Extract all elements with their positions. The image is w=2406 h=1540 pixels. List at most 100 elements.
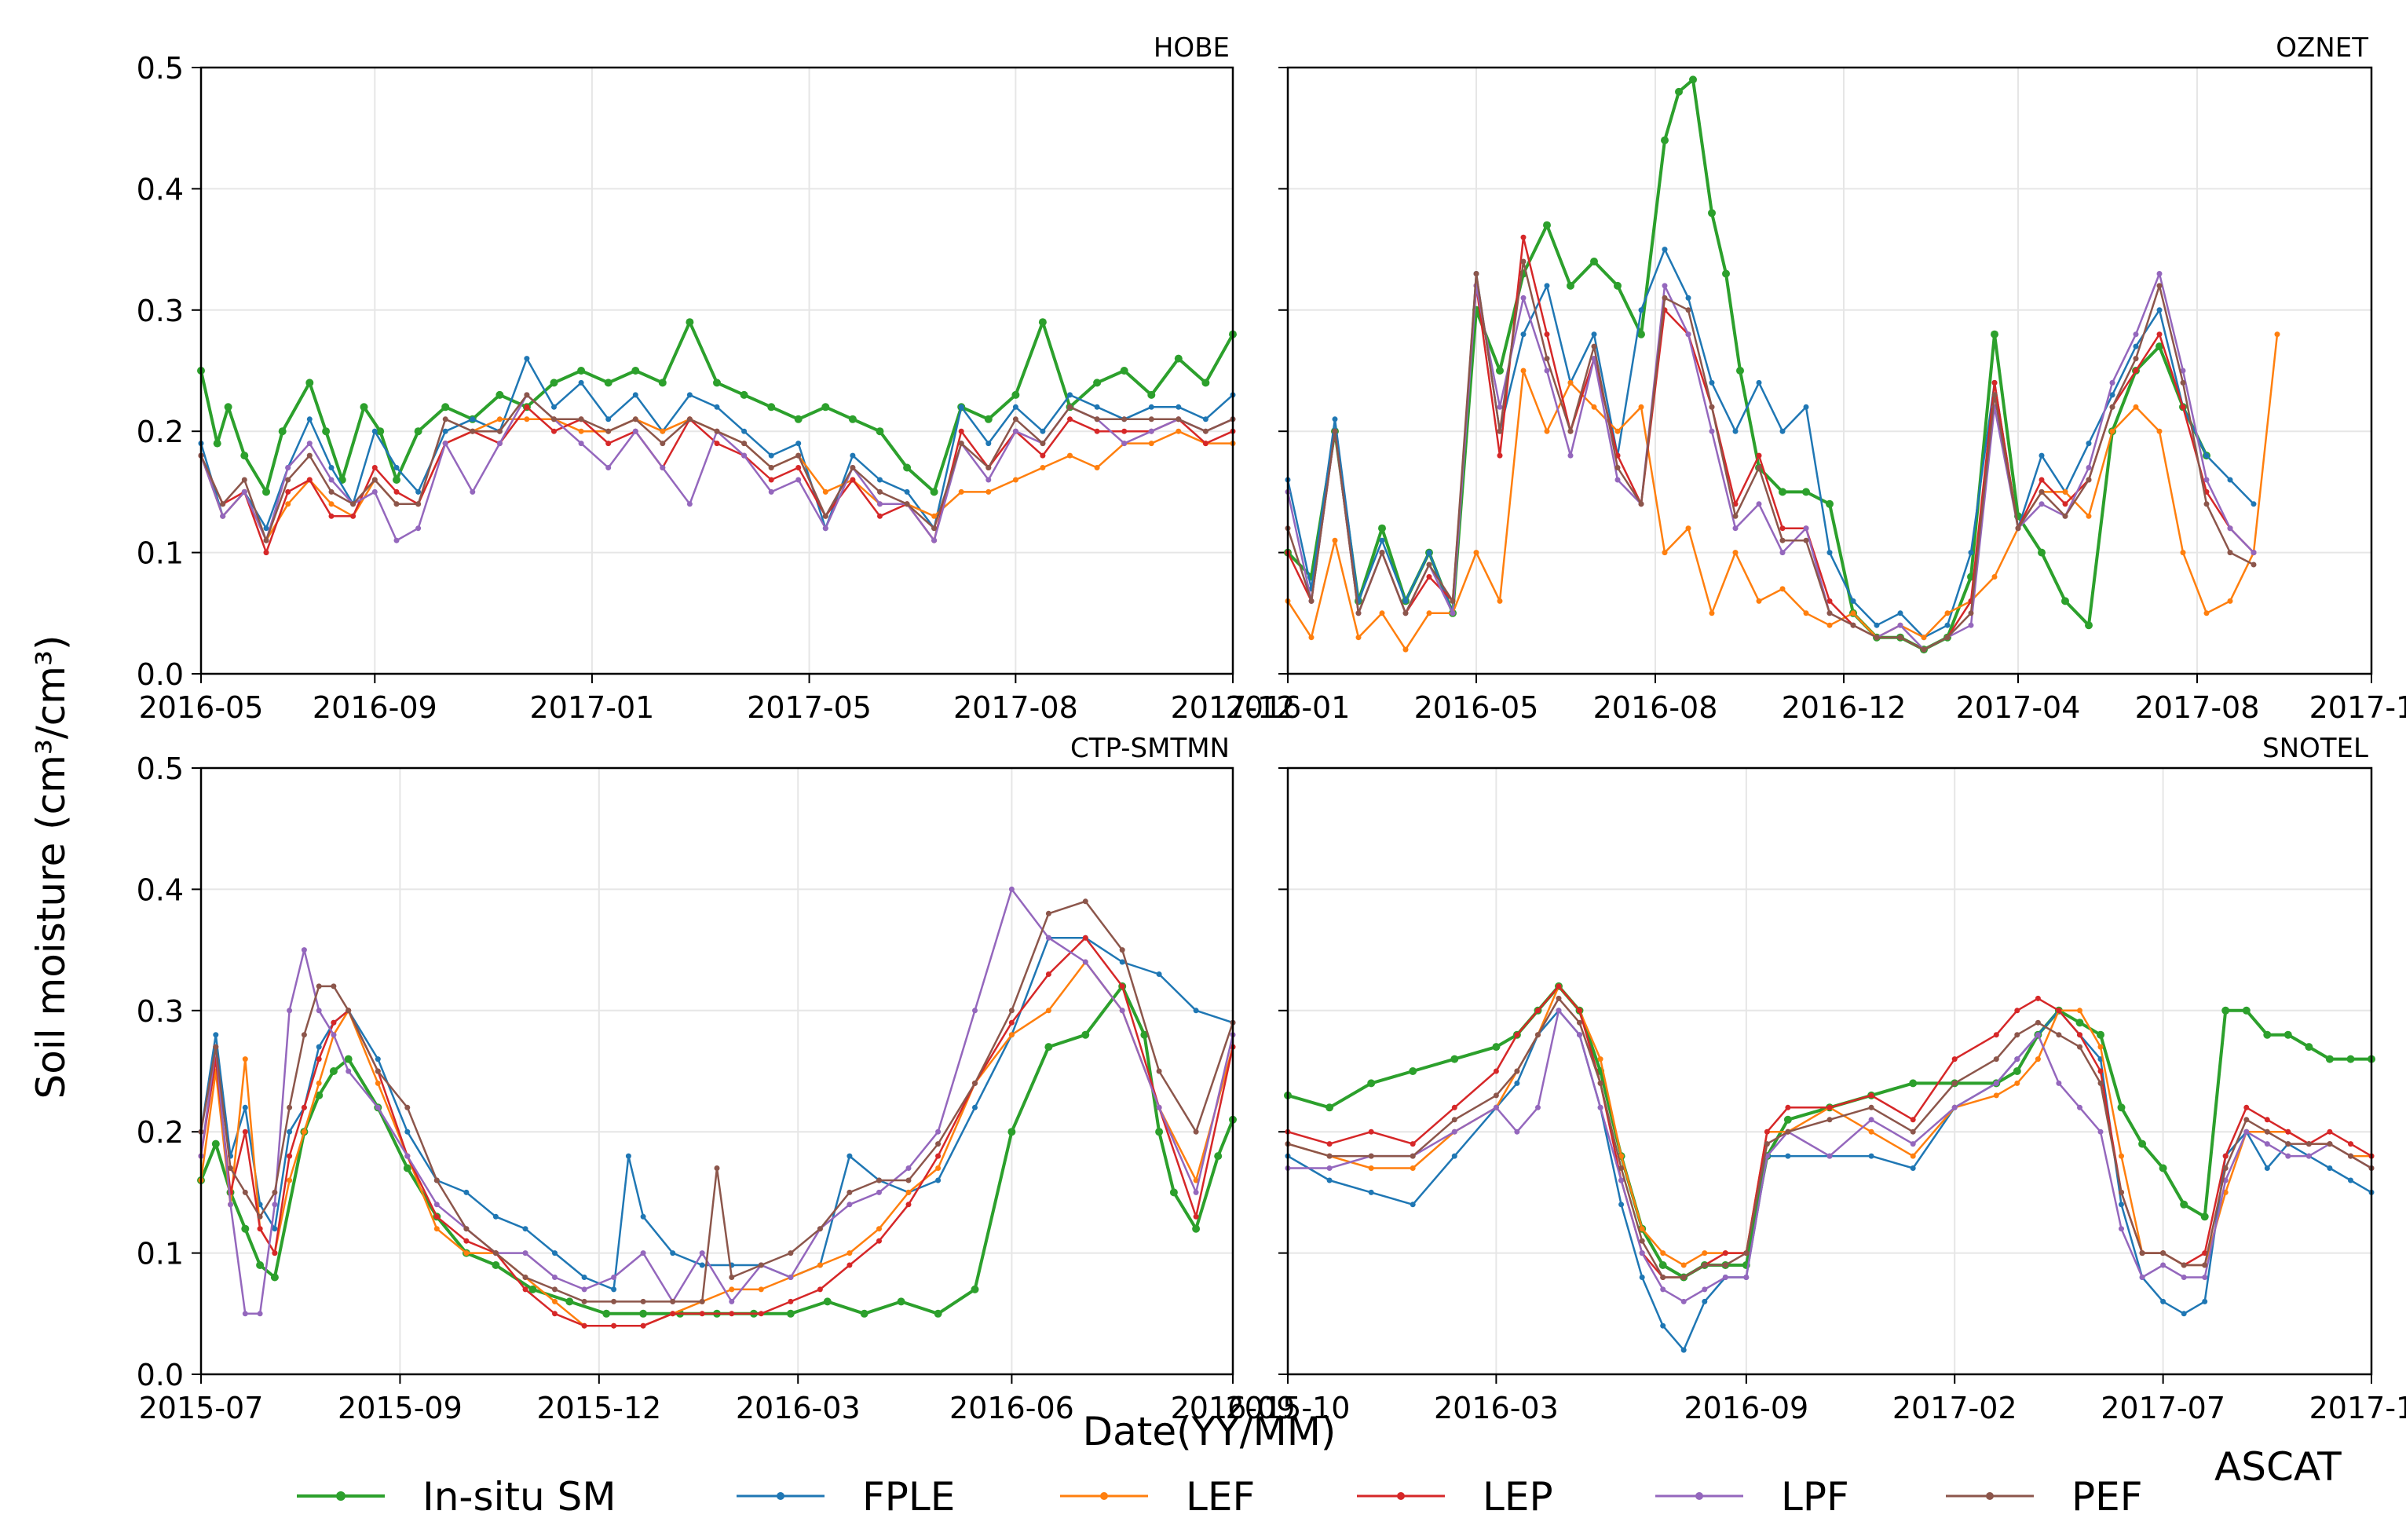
data-point xyxy=(1473,271,1479,276)
data-point xyxy=(758,1311,764,1317)
data-point xyxy=(433,1213,440,1220)
y-tick-label: 0.1 xyxy=(137,536,184,571)
data-point xyxy=(2056,1080,2062,1086)
data-point xyxy=(848,415,857,423)
data-point xyxy=(714,1165,720,1171)
data-point xyxy=(1618,1165,1625,1171)
data-point xyxy=(581,1322,587,1329)
data-point xyxy=(2013,1067,2021,1075)
data-point xyxy=(1736,367,1744,375)
data-point xyxy=(2014,1032,2020,1038)
data-point xyxy=(2156,331,2163,338)
data-point xyxy=(2243,1128,2250,1135)
data-point xyxy=(714,404,720,410)
data-point xyxy=(242,1128,248,1135)
data-point xyxy=(788,1275,794,1280)
data-point xyxy=(935,1141,942,1147)
data-point xyxy=(1638,501,1644,507)
x-tick-label: 2017-12 xyxy=(1171,690,1296,725)
x-tick-label: 2017-01 xyxy=(530,690,655,725)
data-point xyxy=(272,1250,278,1257)
data-point xyxy=(1082,935,1088,941)
data-point xyxy=(1826,1117,1833,1123)
data-point xyxy=(660,465,666,470)
data-point xyxy=(931,513,938,519)
x-tick-label: 2016-09 xyxy=(1684,1391,1808,1425)
data-point xyxy=(2109,392,2115,398)
data-point xyxy=(272,1189,278,1195)
data-point xyxy=(1614,428,1621,434)
data-point xyxy=(2097,1044,2104,1050)
data-point xyxy=(350,501,357,507)
data-point xyxy=(2014,1056,2020,1063)
data-point xyxy=(2085,621,2093,630)
data-point xyxy=(2227,598,2233,604)
data-point xyxy=(2133,331,2139,338)
data-point xyxy=(2160,1262,2166,1268)
data-point xyxy=(2035,1019,2041,1026)
x-tick-label: 2016-03 xyxy=(736,1391,861,1425)
x-tick-label: 2016-03 xyxy=(1434,1391,1559,1425)
data-point xyxy=(1567,452,1574,459)
panel-title: OZNET xyxy=(2276,32,2368,64)
data-point xyxy=(605,441,612,447)
data-point xyxy=(257,1226,263,1232)
data-point xyxy=(1193,1177,1199,1183)
data-point xyxy=(741,441,748,447)
data-point xyxy=(2056,1008,2062,1014)
data-point xyxy=(1732,525,1739,532)
data-point xyxy=(877,477,883,483)
data-point xyxy=(1868,1092,1874,1099)
data-point xyxy=(581,1286,587,1293)
data-point xyxy=(1008,1019,1015,1026)
data-point xyxy=(1637,330,1645,338)
data-point xyxy=(1556,1008,1562,1014)
x-tick-label: 2017-04 xyxy=(1956,690,2081,725)
data-point xyxy=(2263,1030,2272,1039)
data-point xyxy=(256,1261,265,1269)
data-point xyxy=(328,501,335,507)
data-point xyxy=(240,452,249,460)
data-point xyxy=(524,356,530,362)
data-point xyxy=(329,1067,338,1075)
data-point xyxy=(660,428,666,434)
legend-label: LEP xyxy=(1483,1474,1553,1520)
data-point xyxy=(2077,1044,2082,1050)
data-point xyxy=(1662,294,1668,301)
data-point xyxy=(2014,1080,2020,1086)
data-point xyxy=(1520,258,1527,265)
data-point xyxy=(1410,1165,1416,1171)
data-point xyxy=(822,525,828,532)
data-point xyxy=(578,441,584,447)
data-point xyxy=(1868,1128,1874,1135)
data-point xyxy=(971,1285,979,1293)
legend-item-pef: PEF xyxy=(1946,1474,2143,1520)
data-point xyxy=(524,404,530,410)
data-point xyxy=(2077,1104,2082,1110)
data-point xyxy=(1193,1213,1199,1220)
data-point xyxy=(1991,392,1998,398)
data-point xyxy=(2035,1032,2041,1038)
data-point xyxy=(740,390,748,399)
data-point xyxy=(2039,452,2045,459)
data-point xyxy=(404,1153,411,1159)
data-point xyxy=(670,1298,676,1304)
data-point xyxy=(2285,1128,2291,1135)
data-point xyxy=(1543,221,1551,229)
data-point xyxy=(1497,404,1503,410)
data-point xyxy=(1951,1056,1958,1063)
data-point xyxy=(817,1286,823,1293)
data-point xyxy=(2327,1165,2333,1171)
data-point xyxy=(1379,550,1385,556)
data-point xyxy=(1826,550,1833,556)
data-point xyxy=(903,463,912,472)
data-point xyxy=(522,1226,528,1232)
data-point xyxy=(1826,499,1834,508)
data-point xyxy=(2227,477,2233,483)
data-point xyxy=(375,1056,381,1063)
data-point xyxy=(1662,550,1668,556)
x-tick-label: 2015-07 xyxy=(139,1391,264,1425)
data-point xyxy=(686,501,693,507)
data-point xyxy=(371,488,378,495)
